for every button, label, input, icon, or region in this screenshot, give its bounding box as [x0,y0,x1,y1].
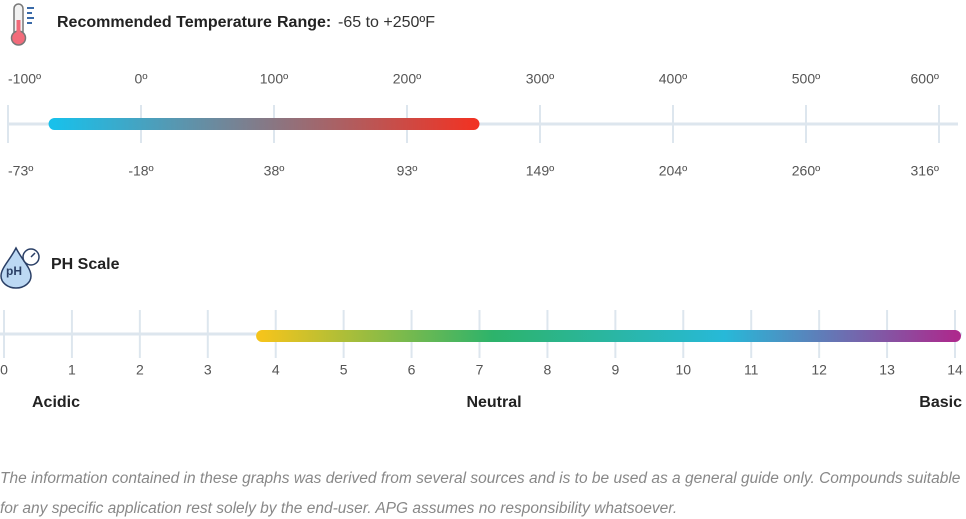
celsius-label: 316º [911,163,939,179]
ph-title: PH Scale [51,256,120,273]
fahrenheit-label: 400º [659,71,687,87]
celsius-label: 260º [792,163,820,179]
fahrenheit-label: 100º [260,71,288,87]
celsius-label: -18º [128,163,153,179]
ph-tick-label: 1 [68,362,76,378]
ph-tick-label: 5 [340,362,348,378]
fahrenheit-label: 500º [792,71,820,87]
ph-zone-label: Acidic [32,394,80,411]
ph-zone-label: Basic [919,394,962,411]
ph-tick-label: 9 [611,362,619,378]
fahrenheit-label: -100º [8,71,41,87]
fahrenheit-label: 200º [393,71,421,87]
ph-icon: pH [0,246,40,289]
disclaimer: for any specific application rest solely… [0,500,677,517]
ph-tick-label: 0 [0,362,8,378]
celsius-label: -73º [8,163,33,179]
ph-tick-label: 10 [675,362,691,378]
ph-tick-label: 2 [136,362,144,378]
ph-tick-label: 3 [204,362,212,378]
ph-tick-label: 8 [544,362,552,378]
fahrenheit-label: 300º [526,71,554,87]
thermometer-icon [10,3,34,46]
svg-text:pH: pH [6,264,22,278]
scales: -100º -73º 0º -18º 100º 38º 200º 93º 300º 149º 400… [0,71,963,517]
range-label: Range: [277,14,331,31]
ph-tick-label: 13 [879,362,895,378]
ph-tick-label: 14 [947,362,963,378]
ph-tick-label: 12 [811,362,827,378]
range-text: -65 to +250ºF [338,14,435,31]
ph-tick-label: 4 [272,362,280,378]
ph-tick-label: 7 [476,362,484,378]
fahrenheit-label: 600º [911,71,939,87]
ph-zone-label: Neutral [466,394,521,411]
celsius-label: 38º [264,163,285,179]
disclaimer: The information contained in these graph… [0,470,961,487]
celsius-label: 149º [526,163,554,179]
ph-tick-label: 11 [744,362,759,378]
fahrenheit-label: 0º [135,71,148,87]
celsius-label: 204º [659,163,687,179]
ph-tick-label: 6 [408,362,416,378]
temp-title: Recommended Temperature [57,14,272,31]
celsius-label: 93º [397,163,418,179]
